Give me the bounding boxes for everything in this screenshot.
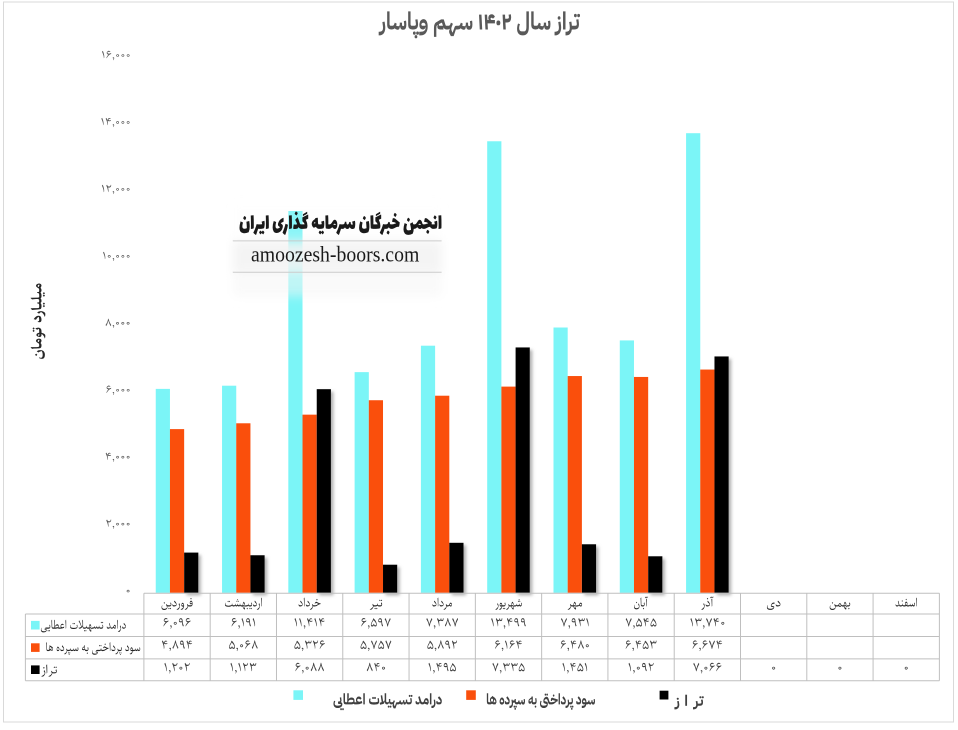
svg-text:amoozesh-boors.com: amoozesh-boors.com [251,242,420,267]
